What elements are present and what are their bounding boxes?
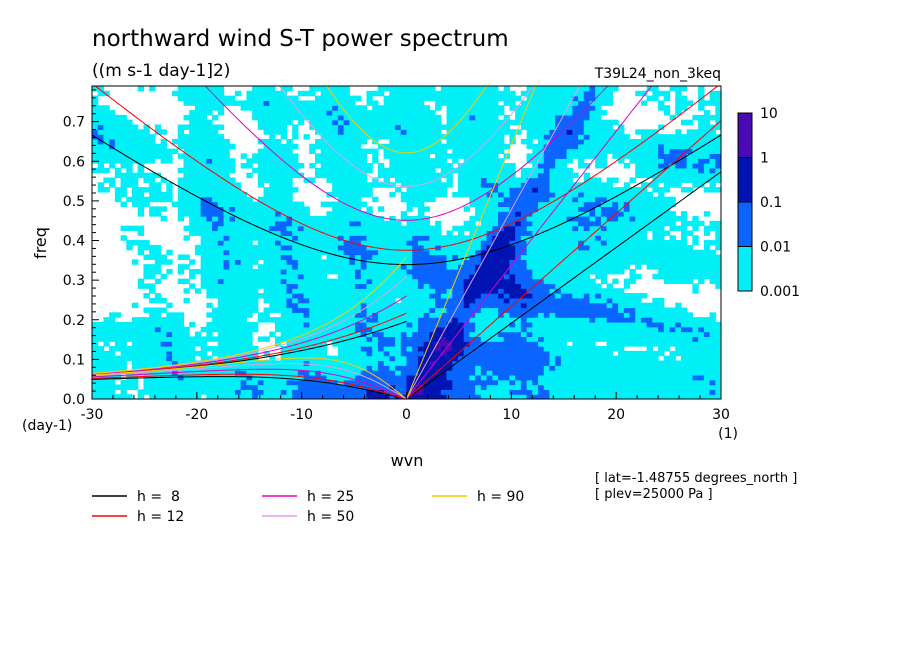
power-spectrum-heatmap [92, 86, 721, 399]
kelvin-wave-curve-h50 [406, 86, 581, 399]
colorbar-segment [737, 246, 753, 292]
legend-label: h = 25 [307, 489, 354, 505]
legend-label: h = 50 [307, 509, 354, 525]
rossby-wave-curve-h50 [92, 363, 407, 399]
colorbar-label: 0.1 [760, 195, 782, 211]
inertia-gravity-wave-curve-h90 [326, 86, 487, 154]
chart-units: ((m s-1 day-1]2) [92, 61, 230, 81]
mixed-rossby-gravity-curve-h25 [92, 295, 407, 375]
x-unit-label: (1) [718, 426, 738, 442]
legend-label: h = 8 [137, 489, 180, 505]
mixed-rossby-gravity-curve-h12 [92, 312, 407, 376]
colorbar-segment [737, 157, 753, 203]
x-axis: -30 -20 -10 0 10 20 30 [81, 392, 730, 423]
y-tick-label: 0.2 [63, 313, 85, 329]
y-axis-label: freq [31, 227, 50, 259]
inertia-gravity-wave-curve-h8 [92, 134, 721, 266]
kelvin-wave-curve-h25 [406, 86, 653, 399]
colorbar-label: 10 [760, 106, 778, 122]
x-tick-label: -20 [185, 407, 208, 423]
latitude-annotation: [ lat=-1.48755 degrees_north ] [595, 471, 797, 486]
rossby-wave-curve-h25 [92, 368, 407, 399]
legend: h = 8 h = 25 h = 90 h = 12 h = 50 [92, 489, 524, 525]
pressure-level-annotation: [ plev=25000 Pa ] [595, 487, 713, 502]
chart-title: northward wind S-T power spectrum [92, 26, 509, 52]
inertia-gravity-wave-curve-h12 [94, 86, 719, 251]
colorbar-label: 0.01 [760, 240, 791, 256]
plot-area [91, 85, 722, 400]
y-tick-label: 0.5 [63, 194, 85, 210]
y-unit-label: (day-1) [22, 418, 72, 434]
y-tick-label: 0.3 [63, 273, 85, 289]
rossby-wave-curve-h12 [92, 373, 407, 399]
y-tick-label: 0.0 [63, 392, 85, 408]
rossby-wave-curve-h8 [92, 376, 407, 399]
run-name: T39L24_non_3keq [594, 66, 721, 82]
rossby-wave-curve-h90 [92, 357, 407, 399]
y-tick-label: 0.1 [63, 352, 85, 368]
kelvin-wave-curve-h8 [406, 171, 721, 399]
x-tick-label: -30 [81, 407, 104, 423]
kelvin-wave-curve-h90 [406, 86, 537, 399]
legend-label: h = 12 [137, 509, 184, 525]
x-tick-label: 10 [502, 407, 520, 423]
x-tick-label: 0 [402, 407, 411, 423]
colorbar-segment [737, 112, 753, 158]
x-axis-label: wvn [391, 451, 424, 470]
y-axis: 0.0 0.1 0.2 0.3 0.4 0.5 0.6 0.7 [63, 89, 99, 408]
y-tick-label: 0.7 [63, 115, 85, 131]
legend-label: h = 90 [477, 489, 524, 505]
x-tick-label: -10 [290, 407, 313, 423]
colorbar-segment [737, 201, 753, 247]
inertia-gravity-wave-curve-h50 [278, 86, 535, 187]
x-tick-label: 20 [607, 407, 625, 423]
colorbar-label: 0.001 [760, 284, 800, 300]
inertia-gravity-wave-curve-h25 [204, 86, 609, 221]
colorbar: 0.001 0.01 0.1 1 10 [737, 106, 800, 300]
kelvin-wave-curve-h12 [406, 120, 721, 399]
y-tick-label: 0.6 [63, 154, 85, 170]
x-tick-label: 30 [712, 407, 730, 423]
dispersion-curves [92, 86, 721, 399]
mixed-rossby-gravity-curve-h90 [92, 256, 407, 374]
colorbar-label: 1 [760, 151, 769, 167]
y-tick-label: 0.4 [63, 234, 85, 250]
